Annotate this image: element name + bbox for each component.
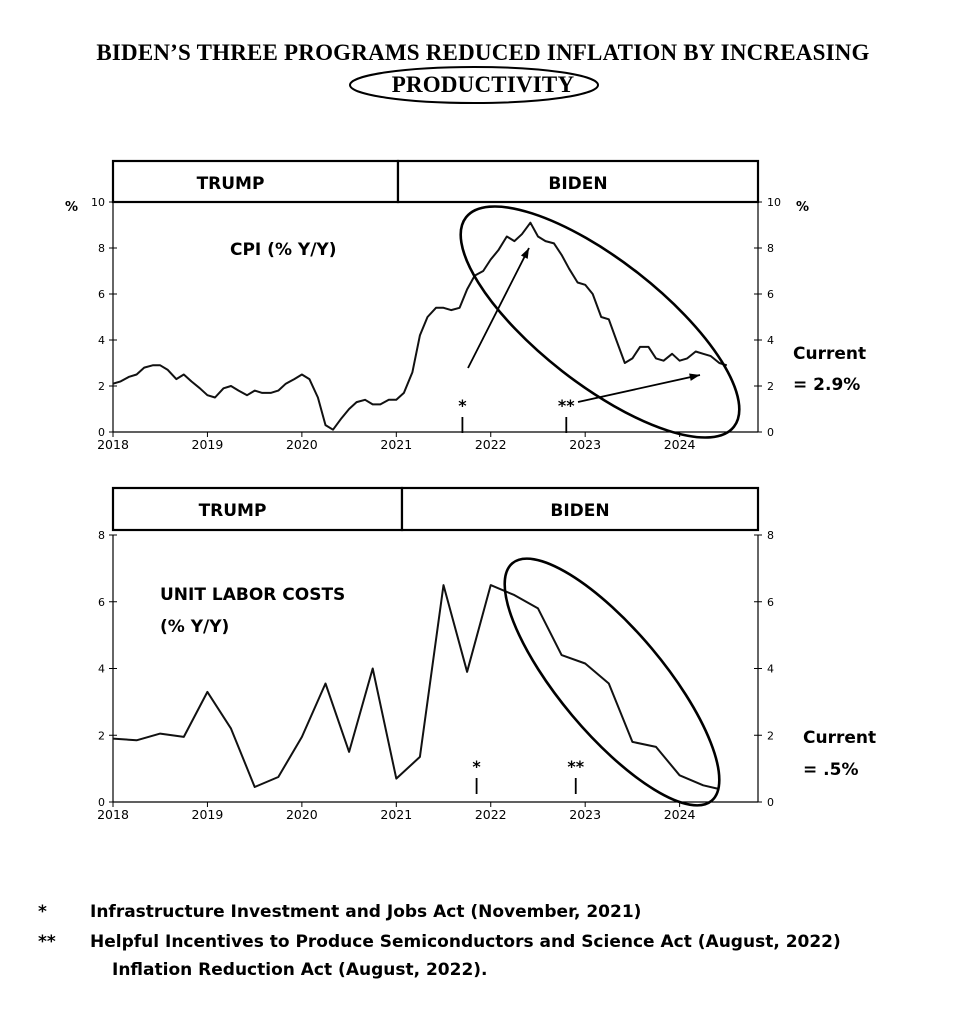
cpi-act-marker-label: * bbox=[458, 396, 467, 415]
ulc-period-label-biden: BIDEN bbox=[550, 501, 609, 521]
cpi-ytick-label-right: 0 bbox=[767, 426, 774, 439]
cpi-current-label: Current bbox=[793, 344, 866, 364]
cpi-xtick-label: 2024 bbox=[664, 437, 696, 452]
cpi-annotation-arrow bbox=[467, 247, 530, 369]
ulc-highlight-ellipse bbox=[503, 557, 721, 807]
cpi-period-label-biden: BIDEN bbox=[548, 174, 607, 194]
cpi-ytick-label-left: 10 bbox=[91, 196, 105, 209]
ulc-chart-title: (% Y/Y) bbox=[160, 617, 229, 637]
cpi-highlight-ellipse bbox=[459, 205, 741, 439]
cpi-chart: TRUMP BIDEN 0 2 4 6 8 10 0 2 4 6 8 10 2018 2019 2020 2021… bbox=[65, 159, 866, 452]
cpi-xtick-label: 2019 bbox=[192, 437, 224, 452]
cpi-arrow-head bbox=[689, 373, 700, 381]
cpi-ytick-label-right: 2 bbox=[767, 380, 774, 393]
cpi-ytick-label-left: 6 bbox=[98, 288, 105, 301]
cpi-period-box-biden bbox=[396, 159, 760, 204]
ulc-xtick-label: 2022 bbox=[475, 807, 507, 822]
cpi-ytick-label-right: 8 bbox=[767, 242, 774, 255]
footnote-2-mark: ** bbox=[38, 932, 56, 952]
ulc-act-marker-label: * bbox=[472, 757, 481, 776]
ulc-xtick-label: 2023 bbox=[569, 807, 601, 822]
ulc-chart: TRUMP BIDEN 0 2 4 6 8 0 2 4 6 8 2018 2019 2020 2021 2022… bbox=[97, 486, 876, 822]
cpi-arrow-head bbox=[520, 248, 529, 259]
cpi-ytick-label-left: 8 bbox=[98, 242, 105, 255]
cpi-unit-right: % bbox=[796, 200, 809, 215]
footnote-2-text: Helpful Incentives to Produce Semiconduc… bbox=[90, 932, 841, 952]
ulc-ytick-label-left: 6 bbox=[98, 596, 105, 609]
ulc-ytick-label-right: 0 bbox=[767, 796, 774, 809]
ulc-ytick-label-left: 2 bbox=[98, 729, 105, 742]
ulc-xtick-label: 2018 bbox=[97, 807, 129, 822]
ulc-act-marker-label: ** bbox=[567, 757, 584, 776]
ulc-period-box-trump bbox=[111, 486, 404, 532]
cpi-xtick-label: 2023 bbox=[569, 437, 601, 452]
ulc-xtick-label: 2020 bbox=[286, 807, 318, 822]
cpi-act-marker-label: ** bbox=[558, 396, 575, 415]
cpi-series-line bbox=[112, 221, 728, 431]
cpi-ytick-label-left: 2 bbox=[98, 380, 105, 393]
cpi-chart-title: CPI (% Y/Y) bbox=[230, 240, 337, 260]
cpi-ytick-label-right: 6 bbox=[767, 288, 774, 301]
ulc-ytick-label-left: 0 bbox=[98, 796, 105, 809]
ulc-ytick-label-right: 4 bbox=[767, 663, 774, 676]
title-ellipse bbox=[349, 66, 599, 104]
footnote-1-mark: * bbox=[38, 902, 47, 922]
cpi-xtick-label: 2020 bbox=[286, 437, 318, 452]
ulc-period-box-biden bbox=[400, 486, 760, 532]
cpi-ytick-label-left: 0 bbox=[98, 426, 105, 439]
cpi-xtick-label: 2018 bbox=[97, 437, 129, 452]
ulc-xtick-label: 2019 bbox=[192, 807, 224, 822]
ulc-chart-title: UNIT LABOR COSTS bbox=[160, 585, 345, 605]
cpi-annotation-arrow bbox=[577, 374, 701, 403]
cpi-ytick-label-right: 4 bbox=[767, 334, 774, 347]
cpi-period-label-trump: TRUMP bbox=[197, 174, 265, 194]
ulc-ytick-label-left: 8 bbox=[98, 529, 105, 542]
cpi-xtick-label: 2022 bbox=[475, 437, 507, 452]
ulc-ytick-label-right: 2 bbox=[767, 729, 774, 742]
footnote-1-text: Infrastructure Investment and Jobs Act (… bbox=[90, 902, 642, 922]
ulc-series-line bbox=[112, 584, 718, 790]
ulc-period-label-trump: TRUMP bbox=[199, 501, 267, 521]
ulc-current-label: Current bbox=[803, 728, 876, 748]
ulc-xtick-label: 2024 bbox=[664, 807, 696, 822]
page-subtitle: PRODUCTIVITY bbox=[391, 72, 575, 97]
cpi-current-value: = 2.9% bbox=[793, 375, 860, 395]
ulc-ytick-label-right: 8 bbox=[767, 529, 774, 542]
cpi-period-box-trump bbox=[111, 159, 400, 204]
cpi-unit-left: % bbox=[65, 200, 78, 215]
cpi-ytick-label-left: 4 bbox=[98, 334, 105, 347]
ulc-ytick-label-right: 6 bbox=[767, 596, 774, 609]
cpi-ytick-label-right: 10 bbox=[767, 196, 781, 209]
footnote-3-text: Inflation Reduction Act (August, 2022). bbox=[112, 960, 488, 980]
ulc-current-value: = .5% bbox=[803, 760, 858, 780]
cpi-xtick-label: 2021 bbox=[380, 437, 412, 452]
page-title: BIDEN’S THREE PROGRAMS REDUCED INFLATION… bbox=[96, 40, 870, 65]
ulc-xtick-label: 2021 bbox=[380, 807, 412, 822]
ulc-ytick-label-left: 4 bbox=[98, 663, 105, 676]
